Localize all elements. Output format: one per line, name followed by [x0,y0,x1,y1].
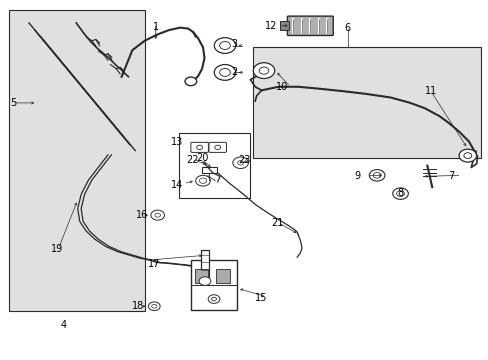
Circle shape [214,38,235,53]
Bar [216,269,229,283]
Text: 19: 19 [51,244,63,254]
FancyBboxPatch shape [287,16,332,36]
Circle shape [199,277,210,285]
Text: 15: 15 [255,293,267,303]
Circle shape [151,210,164,220]
Text: 11: 11 [424,86,436,96]
Text: 14: 14 [171,180,183,190]
Circle shape [368,170,384,181]
Bar [253,47,480,158]
Text: 3: 3 [231,39,237,49]
Text: 10: 10 [276,82,288,92]
Bar [9,10,144,311]
Text: 6: 6 [344,23,350,33]
Text: 8: 8 [397,188,403,198]
Text: 7: 7 [447,171,454,181]
Circle shape [392,188,407,199]
FancyBboxPatch shape [190,142,208,152]
Bar [190,260,237,310]
Text: 21: 21 [271,218,283,228]
Text: 20: 20 [196,153,208,163]
Text: 2: 2 [231,67,237,77]
Text: 5: 5 [10,98,16,108]
Circle shape [458,149,476,162]
Bar [194,269,208,283]
Circle shape [184,77,196,86]
Text: 1: 1 [152,22,159,32]
Circle shape [232,157,248,168]
Circle shape [214,64,235,80]
Text: 18: 18 [132,301,144,311]
Text: 12: 12 [264,21,277,31]
Text: 23: 23 [238,155,250,165]
Text: 22: 22 [186,155,198,165]
Text: 17: 17 [148,259,160,269]
Text: 9: 9 [354,171,360,181]
Circle shape [253,63,274,78]
Circle shape [148,302,160,311]
Bar [202,167,216,173]
Bar [200,250,209,277]
Text: 4: 4 [61,320,67,330]
Text: 13: 13 [171,137,183,147]
Bar [178,134,250,198]
Bar [279,22,289,31]
Circle shape [195,175,210,186]
Circle shape [208,295,220,303]
Text: 16: 16 [136,210,148,220]
FancyBboxPatch shape [208,142,226,152]
